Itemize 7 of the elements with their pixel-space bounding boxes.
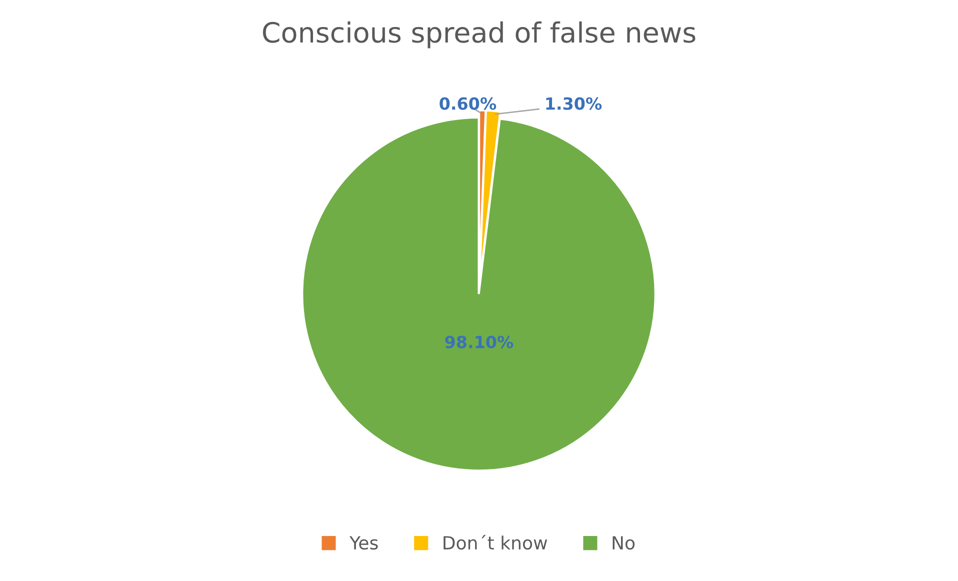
legend-label: Yes [349,536,378,550]
legend-label: Don´t know [444,534,548,550]
chart-title: Conscious spread of false news [262,21,696,48]
legend-label: No [612,536,635,550]
data-label: 0.60% [440,97,496,110]
data-label: 1.30% [546,97,602,110]
data-label: 98.10% [445,336,514,348]
